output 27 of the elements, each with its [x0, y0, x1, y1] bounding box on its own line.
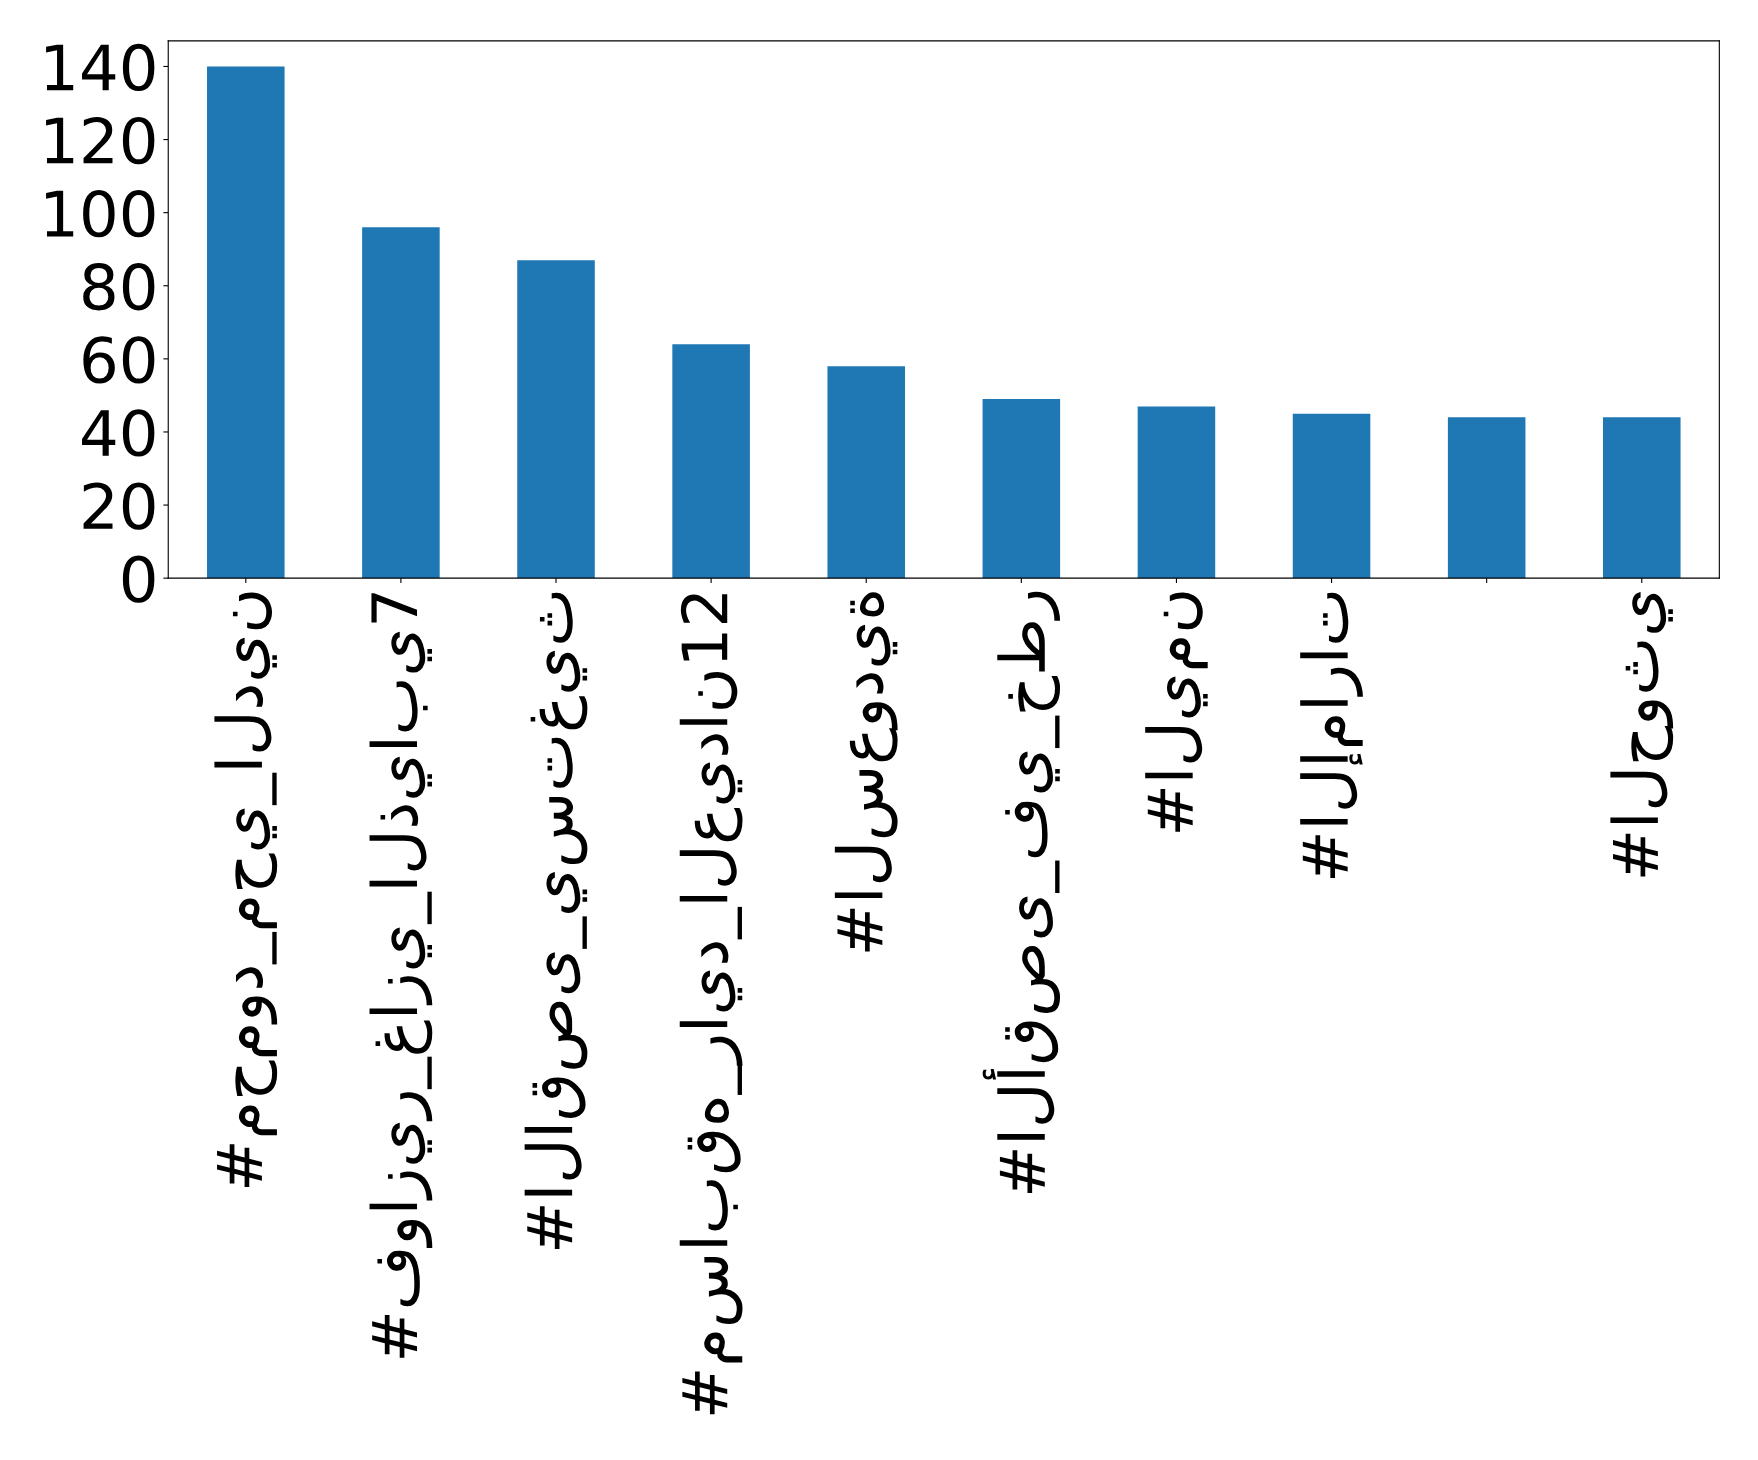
y-tick-label: 40: [82, 409, 155, 457]
y-tick-label: 0: [122, 555, 155, 603]
x-tick-label: #السعودية: [834, 592, 898, 952]
x-tick-label: #اليمن: [1145, 592, 1208, 832]
y-tick-label: 80: [83, 263, 155, 311]
y-tick-label: 140: [46, 43, 155, 92]
x-tick-label: #الإمارات: [1300, 592, 1363, 879]
bar: [672, 344, 750, 579]
x-tick-label: #مسابقه_رايد_العيدان12: [679, 594, 743, 1415]
x-tick-label: #الاقصى_يستغيث: [524, 592, 588, 1249]
bar: [982, 399, 1061, 579]
bar: [1137, 406, 1216, 579]
bar: [517, 260, 595, 579]
bar: [362, 227, 440, 579]
bar: [1602, 417, 1681, 579]
x-tick-label: #الحوثي: [1610, 591, 1674, 877]
bar: [1292, 413, 1371, 579]
x-tick-label: #محمود_محي_الدين: [214, 592, 278, 1188]
y-tick-label: 60: [83, 336, 155, 384]
y-tick-label: 120: [46, 116, 155, 165]
x-tick-label: #الأقصى_في_خطر: [982, 591, 1061, 1194]
bar: [207, 66, 285, 579]
x-tick-label: #فوازير_غازي_الذيابي7: [369, 593, 433, 1358]
y-tick-label: 100: [46, 190, 155, 238]
bar: [1447, 417, 1526, 579]
y-tick-label: 20: [83, 482, 155, 530]
bar: [827, 366, 906, 579]
